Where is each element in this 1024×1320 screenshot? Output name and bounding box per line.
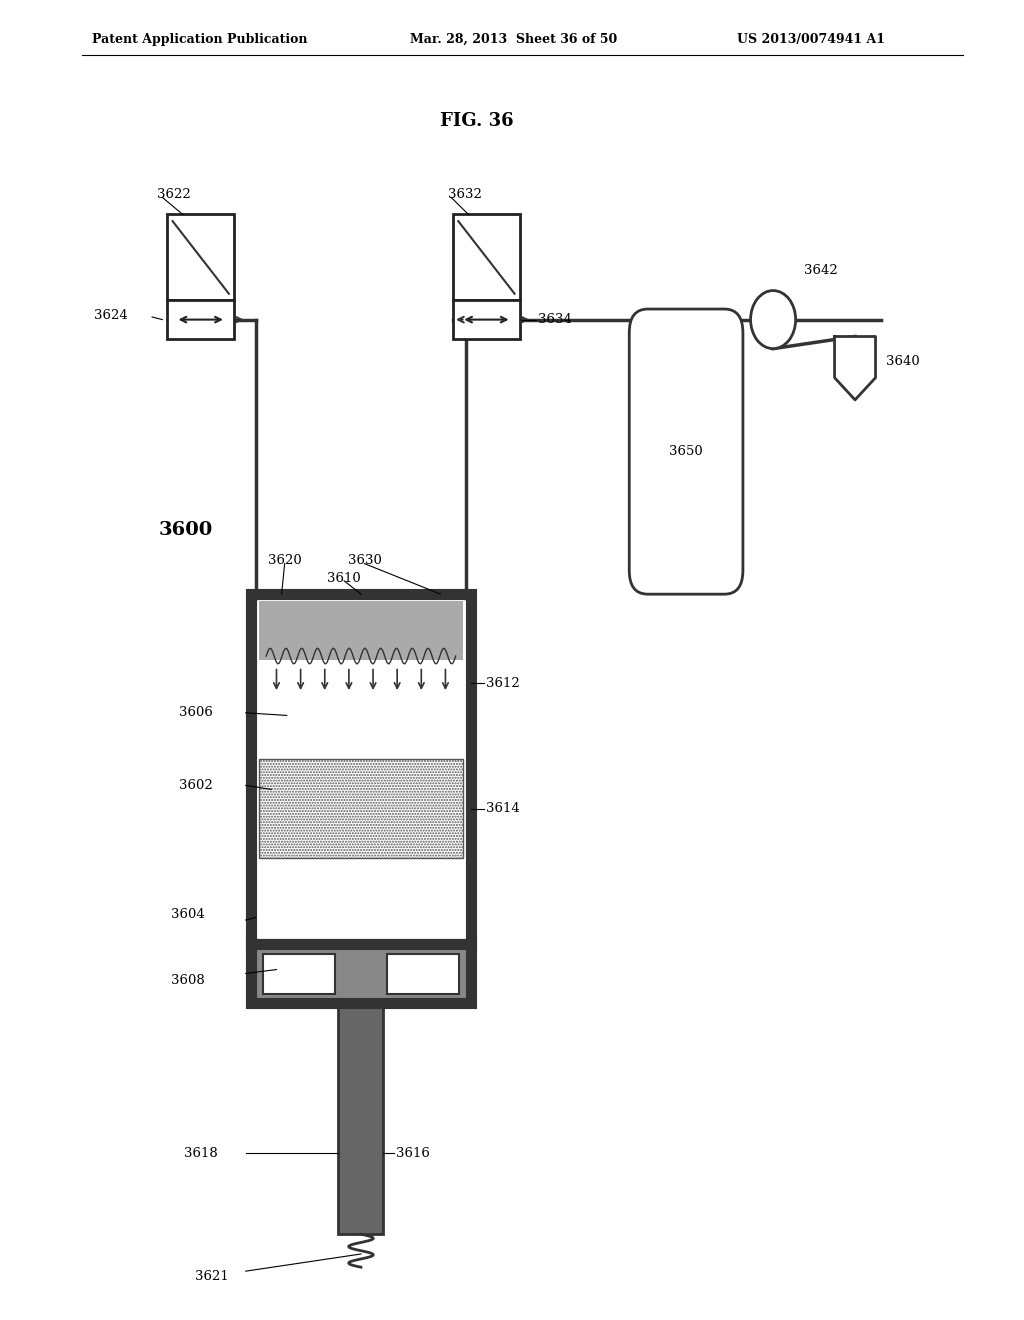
Text: 3614: 3614 (486, 803, 520, 814)
Text: 3604: 3604 (171, 908, 205, 921)
Text: 3608: 3608 (171, 974, 205, 986)
Text: 3622: 3622 (158, 189, 190, 201)
Text: 3610: 3610 (328, 572, 360, 585)
Text: 3600: 3600 (159, 521, 213, 540)
Polygon shape (835, 337, 876, 400)
Text: Patent Application Publication: Patent Application Publication (92, 33, 307, 46)
Text: 3606: 3606 (179, 706, 213, 719)
Bar (338, 1003, 383, 1234)
Bar (259, 759, 463, 858)
Bar (168, 300, 233, 339)
Text: 3624: 3624 (94, 309, 127, 322)
Circle shape (751, 290, 796, 348)
Text: 3621: 3621 (195, 1270, 228, 1283)
Bar (453, 300, 520, 339)
Text: 3630: 3630 (347, 554, 382, 568)
FancyBboxPatch shape (629, 309, 743, 594)
Text: 3634: 3634 (539, 313, 572, 326)
Text: 3618: 3618 (184, 1147, 218, 1160)
Bar (259, 601, 463, 660)
Text: US 2013/0074941 A1: US 2013/0074941 A1 (737, 33, 886, 46)
Text: 3616: 3616 (395, 1147, 430, 1160)
Text: 3620: 3620 (268, 554, 301, 568)
Bar (251, 944, 471, 1003)
Text: 3650: 3650 (670, 445, 702, 458)
Bar (453, 214, 520, 300)
Bar (263, 954, 335, 994)
Bar (387, 954, 459, 994)
Bar (168, 214, 233, 300)
Text: Mar. 28, 2013  Sheet 36 of 50: Mar. 28, 2013 Sheet 36 of 50 (410, 33, 616, 46)
Text: 3612: 3612 (486, 677, 520, 689)
Text: 3632: 3632 (449, 189, 482, 201)
Text: 3602: 3602 (179, 779, 213, 792)
Text: 3642: 3642 (804, 264, 838, 277)
Text: 3640: 3640 (886, 355, 920, 368)
Text: FIG. 36: FIG. 36 (440, 112, 514, 131)
Bar (251, 594, 471, 944)
